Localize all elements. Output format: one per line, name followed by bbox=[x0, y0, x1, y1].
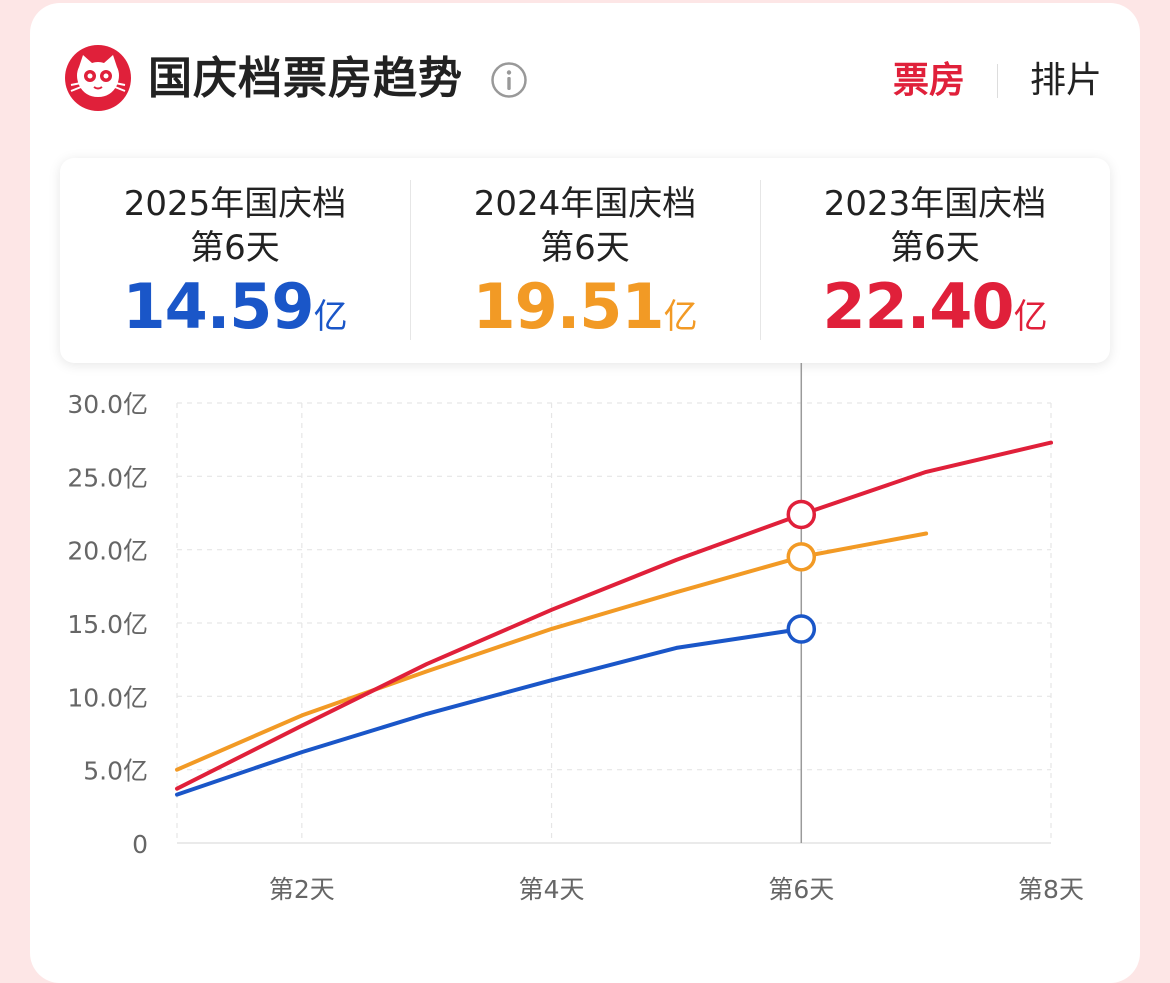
box-office-trend-card: 国庆档票房趋势 票房 排片 2025年国庆档 第6天 14.59亿 2024年国… bbox=[30, 3, 1140, 983]
page-title: 国庆档票房趋势 bbox=[148, 53, 463, 104]
stat-label: 2024年国庆档 bbox=[473, 184, 697, 224]
y-tick-label: 5.0亿 bbox=[83, 757, 148, 786]
stat-value: 22.40亿 bbox=[760, 272, 1110, 358]
y-tick-label: 25.0亿 bbox=[67, 463, 148, 492]
tab-screenings[interactable]: 排片 bbox=[1029, 60, 1102, 101]
stat-2023: 2023年国庆档 第6天 22.40亿 bbox=[760, 158, 1110, 363]
stat-unit: 亿 bbox=[1013, 297, 1048, 337]
y-tick-label: 30.0亿 bbox=[67, 390, 148, 419]
y-tick-label: 10.0亿 bbox=[67, 683, 148, 712]
highlight-point bbox=[786, 542, 817, 572]
series-line bbox=[175, 440, 1053, 791]
series-line bbox=[175, 627, 804, 797]
stat-number: 22.40 bbox=[822, 270, 1014, 343]
stat-unit: 亿 bbox=[313, 297, 348, 337]
stat-day: 第6天 bbox=[190, 228, 280, 268]
stat-number: 19.51 bbox=[472, 270, 664, 343]
summary-panel: 2025年国庆档 第6天 14.59亿 2024年国庆档 第6天 19.51亿 … bbox=[60, 158, 1110, 363]
view-tabs: 票房 排片 bbox=[893, 53, 1102, 109]
stat-unit: 亿 bbox=[663, 297, 698, 337]
y-tick-label: 20.0亿 bbox=[67, 537, 148, 566]
x-tick-label: 第6天 bbox=[768, 875, 834, 904]
y-tick-label: 15.0亿 bbox=[67, 610, 148, 639]
highlight-point bbox=[786, 614, 817, 644]
stat-number: 14.59 bbox=[122, 270, 314, 343]
stat-value: 14.59亿 bbox=[60, 272, 410, 358]
tab-divider bbox=[996, 64, 998, 98]
stat-label: 2023年国庆档 bbox=[823, 184, 1047, 224]
x-tick-label: 第8天 bbox=[1018, 875, 1084, 904]
stat-label: 2025年国庆档 bbox=[123, 184, 347, 224]
card-header: 国庆档票房趋势 票房 排片 bbox=[30, 3, 1140, 153]
stat-value: 19.51亿 bbox=[410, 272, 760, 358]
info-icon[interactable] bbox=[490, 61, 528, 99]
tab-box-office[interactable]: 票房 bbox=[892, 60, 965, 101]
stat-day: 第6天 bbox=[890, 228, 980, 268]
maoyan-cat-logo bbox=[65, 45, 131, 111]
stat-2024: 2024年国庆档 第6天 19.51亿 bbox=[410, 158, 760, 363]
x-tick-label: 第2天 bbox=[269, 875, 335, 904]
x-tick-label: 第4天 bbox=[519, 875, 585, 904]
stat-day: 第6天 bbox=[540, 228, 630, 268]
stat-2025: 2025年国庆档 第6天 14.59亿 bbox=[60, 158, 410, 363]
highlight-point bbox=[786, 499, 817, 530]
y-tick-label: 0 bbox=[132, 830, 148, 859]
